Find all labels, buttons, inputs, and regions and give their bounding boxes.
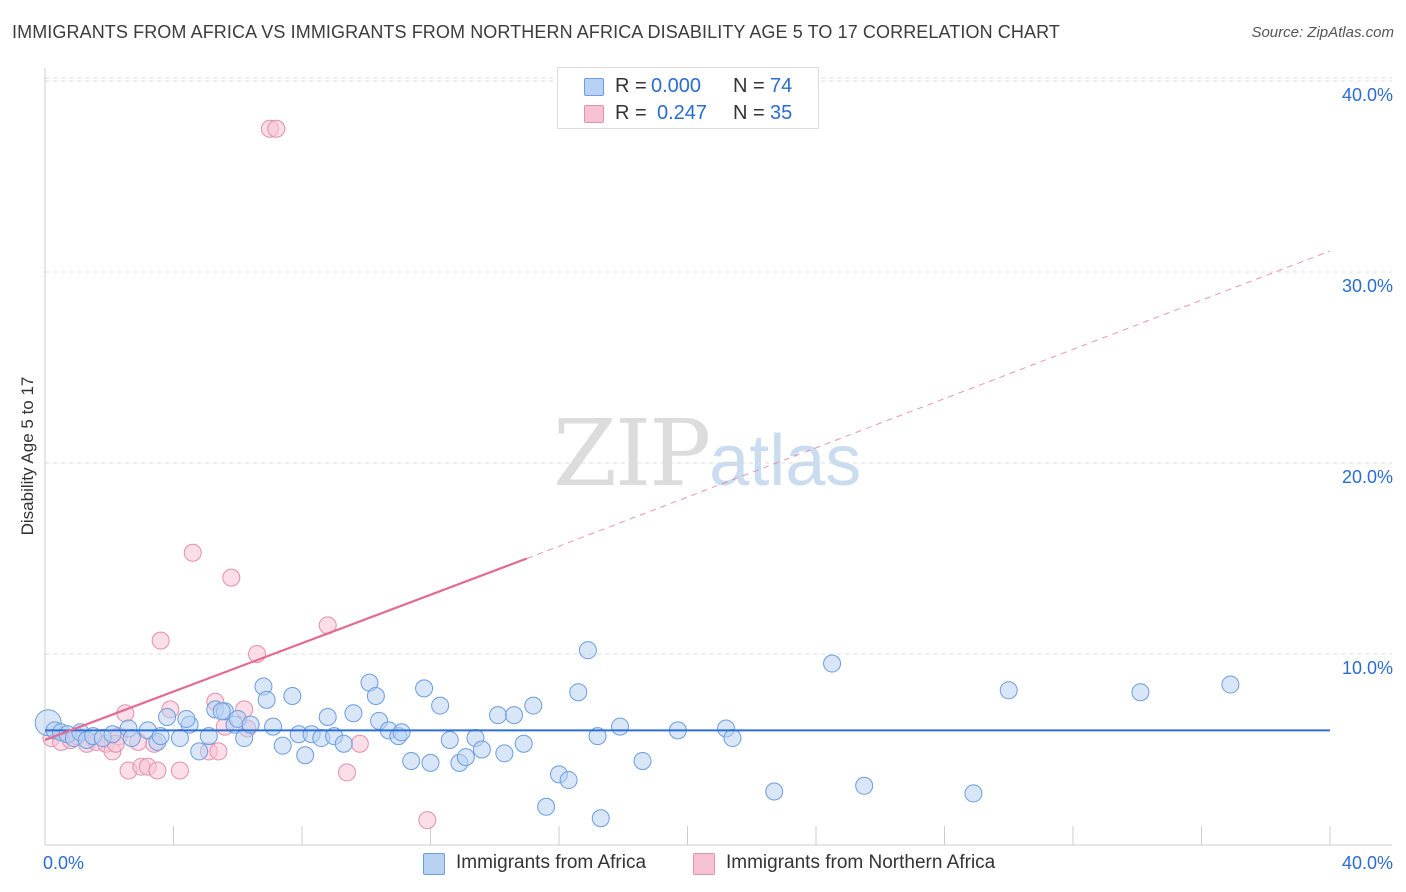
blue-point [495, 744, 514, 763]
correlation-legend: R = 0.000 N = 74 R = 0.247 N = 35 [557, 67, 819, 129]
blue-point [488, 706, 507, 725]
blue-point [122, 729, 141, 748]
pink-point [418, 811, 437, 830]
blue-point [344, 704, 363, 723]
chart-title: IMMIGRANTS FROM AFRICA VS IMMIGRANTS FRO… [12, 22, 1060, 42]
pink-point [350, 734, 369, 753]
blue-point [415, 679, 434, 698]
legend-blue-r-value: 0.000 [651, 75, 702, 97]
blue-point [431, 696, 450, 715]
y-tick-label: 20.0% [1342, 467, 1393, 487]
blue-point [296, 746, 315, 765]
pink-trend-line [44, 557, 528, 741]
blue-point [578, 641, 597, 660]
legend-pink-swatch [584, 105, 604, 123]
pink-point [222, 568, 241, 587]
legend-pink-r-label: R = [615, 102, 647, 124]
blue-point [1221, 675, 1240, 694]
watermark-zip: ZIP [553, 400, 711, 507]
y-tick-label: 40.0% [1342, 85, 1393, 105]
blue-series-points [34, 641, 1240, 828]
blue-point [999, 681, 1018, 700]
blue-point [505, 706, 524, 725]
pink-point [267, 119, 286, 138]
blue-point [723, 729, 742, 748]
blue-point [273, 736, 292, 755]
legend-pink-n-label: N = [733, 102, 765, 124]
blue-point [103, 725, 122, 744]
pink-point [337, 763, 356, 782]
legend-pink-r-value: 0.247 [657, 102, 708, 124]
bottom-legend-blue-swatch [423, 853, 445, 875]
blue-point [212, 702, 231, 721]
bottom-legend-pink-label: Immigrants from Northern Africa [726, 852, 996, 873]
blue-point [190, 742, 209, 761]
blue-point [559, 771, 578, 790]
pink-point [148, 761, 167, 780]
pink-point [151, 631, 170, 650]
blue-point [964, 784, 983, 803]
blue-point [421, 753, 440, 772]
legend-blue-n-value: 74 [770, 75, 793, 97]
blue-point [283, 687, 302, 706]
x-tick-label: 40.0% [1342, 853, 1393, 873]
blue-point [591, 809, 610, 828]
trend-lines [44, 250, 1331, 741]
blue-point [318, 708, 337, 727]
blue-point [472, 740, 491, 759]
watermark: ZIPatlas [553, 400, 861, 507]
tick-labels: 10.0% 20.0% 30.0% 40.0% 0.0% 40.0% [43, 85, 1393, 873]
blue-point [158, 708, 177, 727]
legend-blue-swatch [584, 78, 604, 96]
x-tick-label: 0.0% [43, 853, 84, 873]
blue-point [514, 734, 533, 753]
y-tick-label: 10.0% [1342, 658, 1393, 678]
pink-trend-extension [526, 250, 1331, 559]
chart-source: Source: ZipAtlas.com [1251, 24, 1394, 41]
blue-point [151, 727, 170, 746]
blue-point [524, 696, 543, 715]
blue-point [823, 654, 842, 673]
blue-point [765, 782, 784, 801]
pink-point [209, 742, 228, 761]
blue-point [1131, 683, 1150, 702]
bottom-legend-pink-swatch [693, 853, 715, 875]
blue-point [855, 776, 874, 795]
legend-pink-n-value: 35 [770, 102, 793, 124]
blue-point [402, 751, 421, 770]
blue-point [241, 715, 260, 734]
blue-point [199, 727, 218, 746]
pink-point [170, 761, 189, 780]
blue-point [334, 734, 353, 753]
watermark-atlas: atlas [709, 421, 862, 501]
blue-point [440, 730, 459, 749]
blue-point [537, 797, 556, 816]
blue-point [569, 683, 588, 702]
blue-point [611, 717, 630, 736]
legend-blue-n-label: N = [733, 75, 765, 97]
blue-point [588, 727, 607, 746]
bottom-legend-blue-label: Immigrants from Africa [456, 852, 647, 873]
blue-point [456, 748, 475, 767]
blue-point [177, 709, 196, 728]
grid-lines [45, 77, 1392, 655]
legend-blue-r-label: R = [615, 75, 647, 97]
blue-point [633, 751, 652, 770]
blue-point [257, 690, 276, 709]
pink-point [183, 543, 202, 562]
blue-point [366, 687, 385, 706]
blue-point [264, 717, 283, 736]
y-tick-label: 30.0% [1342, 276, 1393, 296]
blue-point [392, 723, 411, 742]
